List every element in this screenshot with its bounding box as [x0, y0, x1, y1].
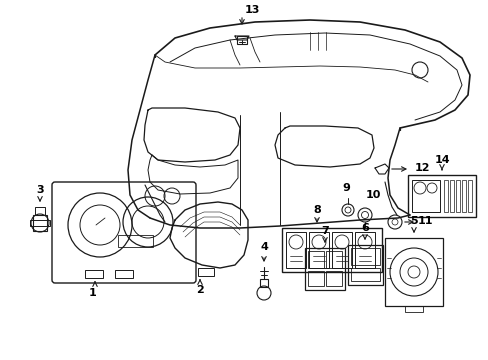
Bar — [308, 232, 328, 268]
Text: 7: 7 — [321, 226, 328, 236]
Bar — [443, 180, 447, 212]
Bar — [35, 207, 45, 215]
Bar — [198, 268, 214, 276]
Bar — [85, 270, 103, 278]
Bar — [305, 248, 345, 290]
Bar — [461, 180, 465, 212]
Text: 11: 11 — [416, 216, 432, 226]
Bar — [331, 232, 351, 268]
Text: 13: 13 — [244, 5, 259, 15]
Bar — [307, 271, 324, 286]
Bar — [449, 180, 453, 212]
Text: 5: 5 — [409, 216, 417, 226]
Bar — [354, 232, 374, 268]
Bar — [237, 36, 246, 44]
Bar — [282, 228, 381, 272]
Text: 4: 4 — [260, 242, 267, 252]
Bar — [118, 235, 153, 247]
Bar — [260, 279, 267, 287]
Text: 8: 8 — [312, 205, 320, 215]
Bar — [411, 180, 439, 212]
Bar — [115, 270, 133, 278]
Bar — [307, 251, 324, 268]
Bar — [325, 271, 341, 286]
Bar — [30, 220, 50, 226]
Bar — [33, 215, 47, 231]
Bar — [404, 306, 422, 312]
Text: 10: 10 — [365, 190, 380, 200]
Bar — [350, 248, 379, 265]
Bar — [347, 245, 382, 285]
Bar — [350, 268, 379, 281]
Text: 12: 12 — [413, 163, 429, 173]
Text: 3: 3 — [36, 185, 44, 195]
Bar — [455, 180, 459, 212]
Bar — [325, 251, 341, 268]
Bar — [384, 238, 442, 306]
Text: 14: 14 — [433, 155, 449, 165]
Bar — [285, 232, 305, 268]
Text: 6: 6 — [360, 223, 368, 233]
Text: 9: 9 — [342, 183, 349, 193]
Bar — [467, 180, 471, 212]
Text: 1: 1 — [89, 288, 97, 298]
Text: 2: 2 — [196, 285, 203, 295]
Bar — [407, 175, 475, 217]
